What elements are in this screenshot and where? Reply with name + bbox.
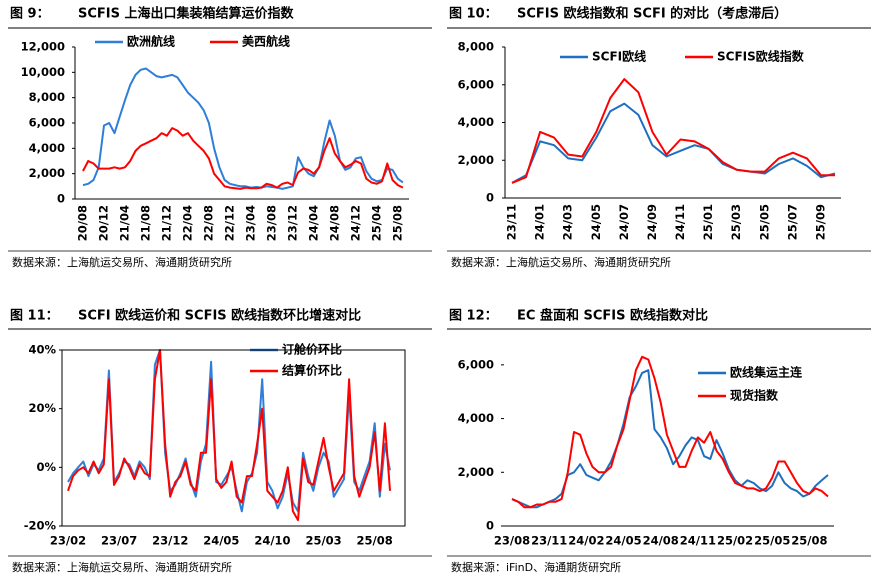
y-tick-label: 8,000 — [29, 90, 65, 104]
x-tick-label: 24/11 — [680, 534, 716, 548]
x-tick-label: 25/03 — [305, 534, 341, 548]
y-tick-label: 6,000 — [29, 116, 65, 130]
y-tick-label: 4,000 — [29, 141, 65, 155]
series-line — [511, 78, 835, 184]
legend-label: 欧洲航线 — [127, 34, 175, 49]
x-tick-label: 23/08 — [264, 205, 278, 241]
y-tick-label: 0 — [486, 519, 494, 533]
series-line — [511, 102, 836, 184]
legend-label: SCFIS欧线指数 — [717, 49, 805, 64]
x-tick-label: 24/03 — [561, 204, 575, 240]
x-tick-label: 20/08 — [76, 205, 90, 241]
y-tick-label: 2,000 — [29, 166, 65, 180]
y-tick-label: 6,000 — [458, 77, 494, 91]
x-tick-label: 24/11 — [673, 204, 687, 240]
series-line — [82, 127, 404, 190]
x-tick-label: 23/12 — [152, 534, 188, 548]
x-tick-label: 22/08 — [201, 205, 215, 241]
x-tick-label: 24/07 — [617, 204, 631, 240]
x-tick-label: 23/12 — [285, 205, 299, 241]
x-tick-label: 25/04 — [369, 205, 383, 241]
x-tick-label: 24/10 — [254, 534, 290, 548]
legend-label: 现货指数 — [730, 388, 779, 403]
chart-title: SCFIS 欧线指数和 SCFI 的对比（考虑滞后） — [517, 6, 787, 22]
y-tick-label: 4,000 — [458, 115, 494, 129]
plot-frame — [61, 349, 406, 527]
legend-label: SCFI欧线 — [592, 49, 646, 64]
x-tick-label: 23/08 — [494, 534, 530, 548]
x-tick-label: 22/04 — [180, 205, 194, 241]
x-tick-label: 24/04 — [306, 205, 320, 241]
x-tick-label: 24/05 — [203, 534, 239, 548]
x-tick-label: 23/11 — [505, 204, 519, 240]
y-tick-label: 0 — [57, 192, 65, 206]
y-tick-label: -20% — [24, 519, 57, 533]
x-tick-label: 24/08 — [643, 534, 679, 548]
x-tick-label: 21/08 — [138, 205, 152, 241]
x-tick-label: 25/09 — [813, 204, 827, 240]
x-tick-label: 24/08 — [327, 205, 341, 241]
x-tick-label: 25/05 — [754, 534, 790, 548]
chart-title: EC 盘面和 SCFIS 欧线指数对比 — [517, 308, 708, 324]
y-tick-label: 20% — [28, 401, 56, 415]
x-tick-label: 25/08 — [357, 534, 393, 548]
x-tick-label: 22/12 — [222, 205, 236, 241]
x-tick-label: 25/08 — [791, 534, 827, 548]
x-tick-label: 21/04 — [117, 205, 131, 241]
chart-title: SCFI 欧线运价和 SCFIS 欧线指数环比增速对比 — [78, 308, 361, 324]
y-tick-label: 40% — [28, 343, 56, 357]
x-tick-label: 23/07 — [101, 534, 137, 548]
x-tick-label: 23/04 — [243, 205, 257, 241]
y-tick-label: 12,000 — [21, 40, 65, 54]
source-note: 数据来源：上海航运交易所、海通期货研究所 — [12, 560, 232, 574]
y-tick-label: 8,000 — [458, 40, 494, 54]
y-tick-label: 0 — [486, 191, 494, 205]
x-tick-label: 21/12 — [159, 205, 173, 241]
figure-label: 图 11： — [10, 309, 59, 324]
y-tick-label: 4,000 — [458, 411, 494, 425]
series-line — [511, 355, 829, 509]
legend-label: 订舱价环比 — [282, 342, 342, 357]
x-tick-label: 24/02 — [568, 534, 604, 548]
source-note: 数据来源：iFinD、海通期货研究所 — [451, 560, 621, 574]
x-tick-label: 23/02 — [50, 534, 86, 548]
x-tick-label: 25/08 — [390, 205, 404, 241]
legend-label: 欧线集运主连 — [730, 365, 803, 380]
x-tick-label: 25/02 — [717, 534, 753, 548]
x-tick-label: 25/03 — [729, 204, 743, 240]
y-tick-label: 6,000 — [458, 357, 494, 371]
figure-label: 图 12： — [449, 309, 498, 324]
x-tick-label: 25/07 — [785, 204, 799, 240]
x-tick-label: 25/01 — [701, 204, 715, 240]
x-tick-label: 20/12 — [96, 205, 110, 241]
x-tick-label: 24/01 — [533, 204, 547, 240]
y-tick-label: 2,000 — [458, 465, 494, 479]
y-tick-label: 0% — [36, 460, 56, 474]
x-tick-label: 23/11 — [531, 534, 567, 548]
x-tick-label: 24/05 — [605, 534, 641, 548]
chart-title: SCFIS 上海出口集装箱结算运价指数 — [78, 6, 295, 22]
y-tick-label: 10,000 — [21, 65, 65, 79]
figure-label: 图 10： — [449, 7, 498, 22]
source-note: 数据来源：上海航运交易所、海通期货研究所 — [12, 255, 232, 269]
x-tick-label: 24/05 — [589, 204, 603, 240]
series-line — [67, 349, 391, 522]
y-tick-label: 2,000 — [458, 153, 494, 167]
legend-label: 结算价环比 — [282, 363, 342, 378]
x-tick-label: 24/09 — [645, 204, 659, 240]
figure-label: 图 9： — [10, 7, 50, 22]
series-line — [82, 67, 404, 190]
legend-label: 美西航线 — [242, 34, 290, 49]
x-tick-label: 25/05 — [757, 204, 771, 240]
source-note: 数据来源：上海航运交易所、海通期货研究所 — [451, 255, 671, 269]
x-tick-label: 24/12 — [348, 205, 362, 241]
